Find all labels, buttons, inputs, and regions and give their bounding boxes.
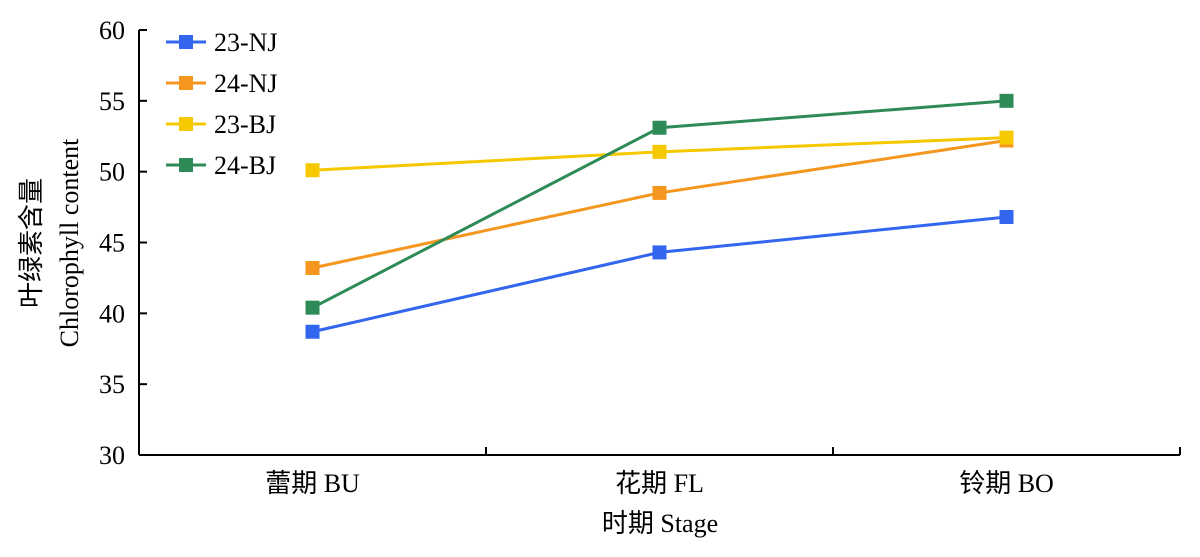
- legend-marker-23-NJ: [179, 35, 193, 49]
- data-point-24-BJ: [305, 300, 320, 315]
- y-tick-label: 30: [99, 441, 125, 470]
- x-tick-label: 蕾期 BU: [265, 469, 360, 498]
- legend-marker-24-BJ: [179, 158, 193, 172]
- data-point-23-BJ: [999, 130, 1014, 145]
- legend-label: 24-NJ: [214, 69, 278, 98]
- data-point-23-BJ: [305, 163, 320, 178]
- axes: [138, 30, 1180, 456]
- y-axis-ticks: 30 35 40 45 50 55 60: [99, 16, 147, 470]
- data-point-23-BJ: [652, 144, 667, 159]
- y-tick-label: 60: [99, 16, 125, 45]
- data-point-24-BJ: [999, 93, 1014, 108]
- x-axis-label: 时期 Stage: [602, 509, 718, 538]
- data-point-24-NJ: [652, 185, 667, 200]
- y-tick-label: 45: [99, 229, 125, 258]
- data-point-23-NJ: [652, 245, 667, 260]
- y-axis-label-en: Chlorophyll content: [55, 138, 84, 347]
- x-tick-label: 铃期 BO: [959, 469, 1054, 498]
- legend-marker-24-NJ: [179, 76, 193, 90]
- y-tick-label: 40: [99, 299, 125, 328]
- y-axis-label-cn: 叶绿素含量: [17, 178, 46, 308]
- series-line-23-NJ: [312, 215, 1007, 334]
- y-tick-label: 35: [99, 370, 125, 399]
- data-point-23-NJ: [305, 324, 320, 339]
- x-axis-ticks: 蕾期 BU 花期 FL 铃期 BO: [265, 447, 1181, 498]
- x-tick-label: 花期 FL: [615, 469, 704, 498]
- legend-label: 23-NJ: [214, 28, 278, 57]
- data-point-24-NJ: [305, 261, 320, 275]
- data-point-23-NJ: [999, 210, 1014, 224]
- legend-label: 23-BJ: [214, 110, 276, 139]
- legend-marker-23-BJ: [179, 117, 193, 131]
- y-tick-label: 50: [99, 158, 125, 187]
- legend-label: 24-BJ: [214, 151, 276, 180]
- data-point-24-BJ: [652, 120, 667, 135]
- legend: 23-NJ 24-NJ 23-BJ 24-BJ: [166, 28, 278, 180]
- series-group: [305, 93, 1014, 339]
- y-tick-label: 55: [99, 87, 125, 116]
